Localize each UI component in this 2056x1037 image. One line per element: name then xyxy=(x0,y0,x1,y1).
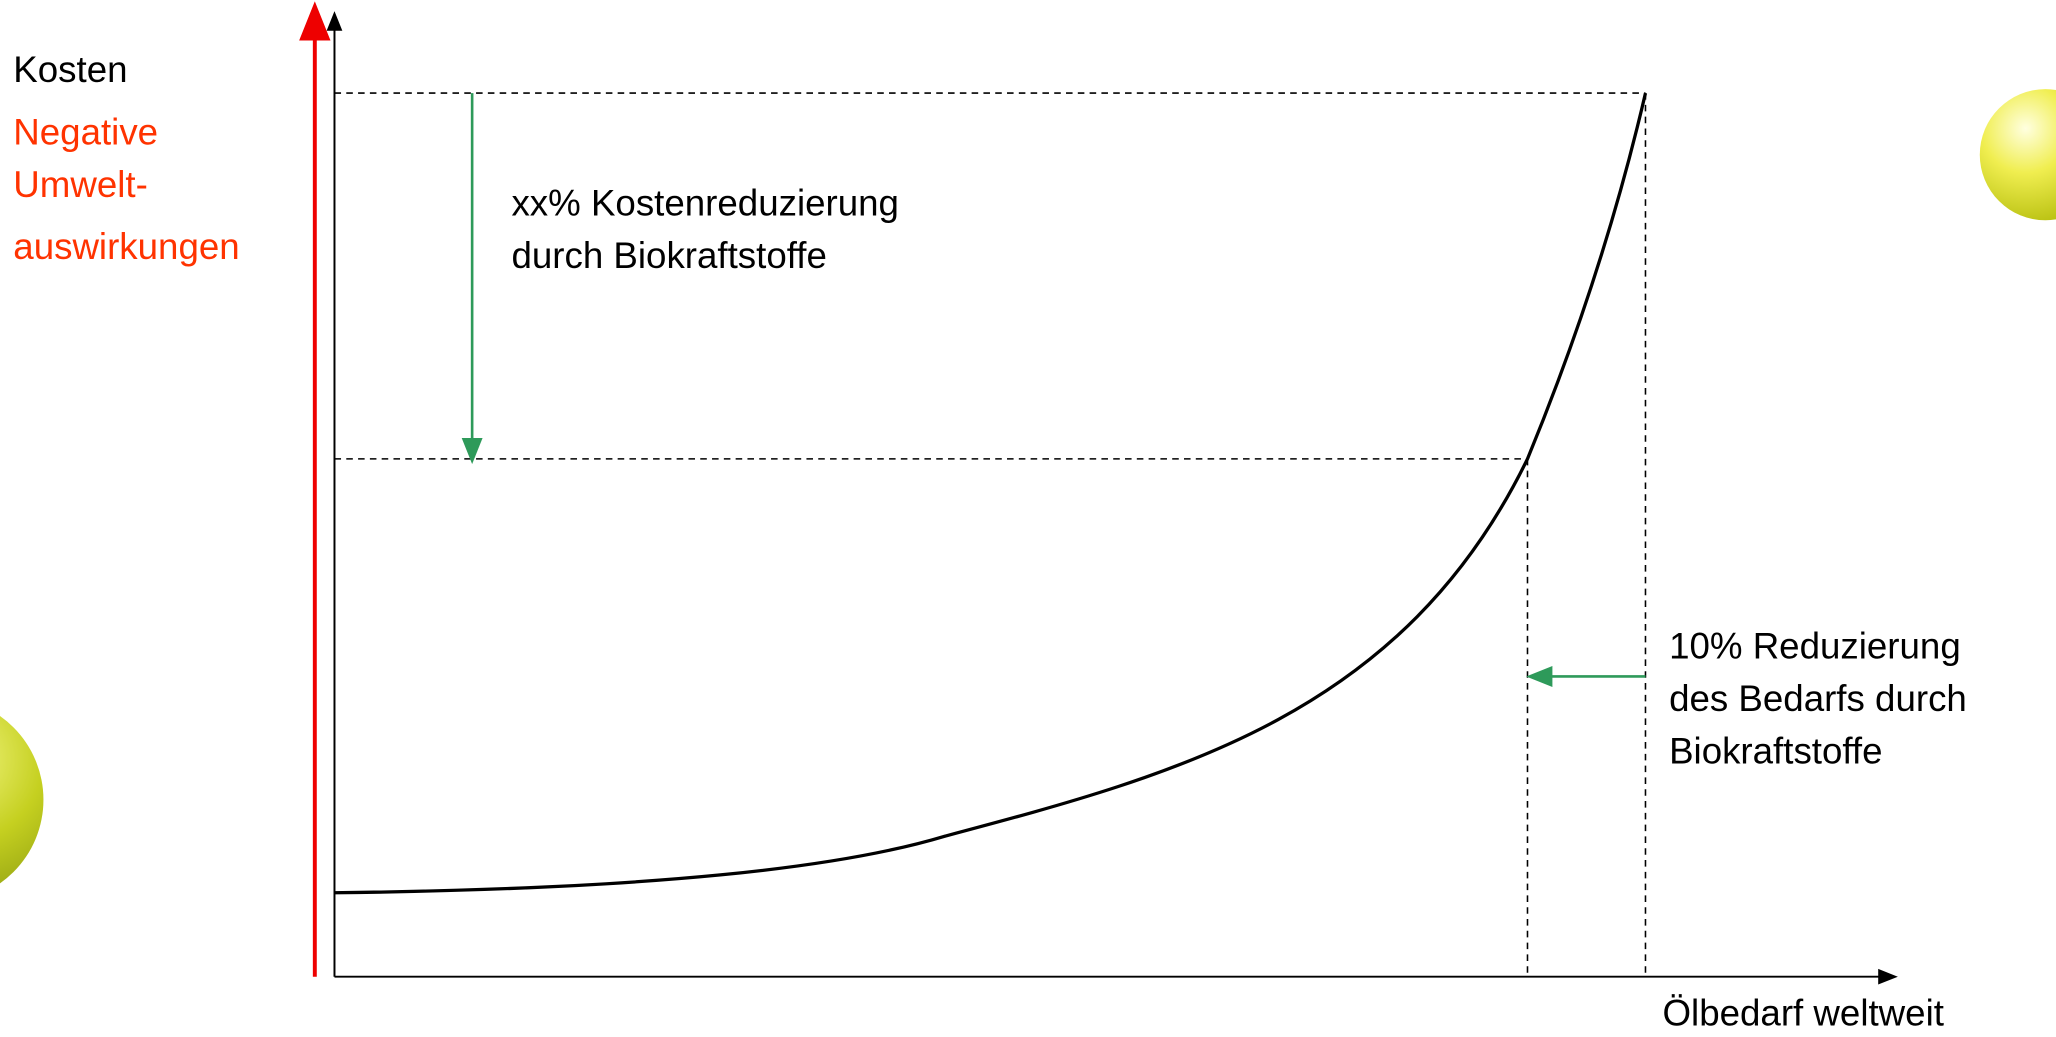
y-axis-label: Kosten xyxy=(13,49,127,90)
guide-lines xyxy=(334,92,1647,977)
x-axis-label: Ölbedarf weltweit xyxy=(1663,993,1944,1034)
annotation: des Bedarfs durch xyxy=(1669,678,1967,719)
y2-axis-label: auswirkungen xyxy=(13,226,239,267)
y2-axis-label: Negative xyxy=(13,112,158,153)
y2-axis-label: Umwelt- xyxy=(13,164,148,205)
annotation: durch Biokraftstoffe xyxy=(511,235,826,276)
annotation: Biokraftstoffe xyxy=(1669,731,1882,772)
annotation: 10% Reduzierung xyxy=(1669,626,1961,667)
decor-sphere xyxy=(0,716,44,884)
cost-curve xyxy=(334,92,1648,895)
decor-sphere xyxy=(1979,89,2056,221)
annotation: xx% Kostenreduzierung xyxy=(511,183,898,224)
